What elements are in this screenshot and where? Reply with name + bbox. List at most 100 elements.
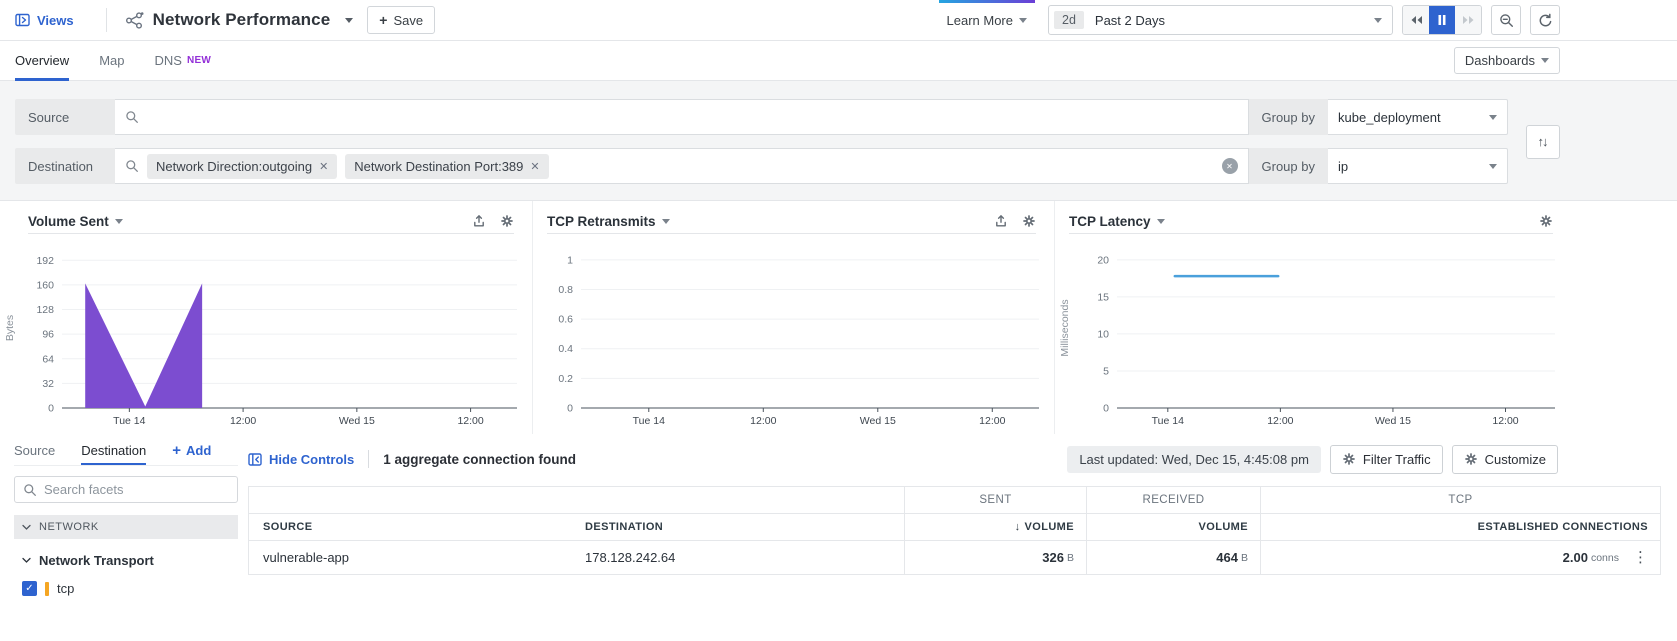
gear-icon[interactable] <box>1022 214 1036 228</box>
tab-map[interactable]: Map <box>99 41 124 80</box>
svg-text:192: 192 <box>36 255 54 267</box>
views-button[interactable]: Views <box>15 13 74 28</box>
filter-pill[interactable]: Network Direction:outgoing ✕ <box>147 153 338 179</box>
arrow-down-icon: ↓ <box>1542 134 1548 149</box>
page-title-menu[interactable]: Network Performance <box>125 10 354 30</box>
column-header-destination[interactable]: DESTINATION <box>585 521 664 533</box>
tab-source[interactable]: Source <box>14 436 55 465</box>
tab-overview[interactable]: Overview <box>15 41 70 81</box>
cell-destination[interactable]: 178.128.242.64 <box>585 550 676 565</box>
svg-text:12:00: 12:00 <box>1492 415 1518 427</box>
svg-text:Wed 15: Wed 15 <box>1375 415 1411 427</box>
facet-search-input[interactable] <box>44 482 229 497</box>
cell-received-volume: 464 B <box>1086 541 1260 574</box>
column-header-source[interactable]: SOURCE <box>263 521 313 533</box>
svg-text:96: 96 <box>42 329 54 341</box>
gear-icon[interactable] <box>500 214 514 228</box>
save-button[interactable]: + Save <box>367 6 436 34</box>
filter-traffic-button[interactable]: Filter Traffic <box>1329 444 1443 474</box>
zoom-out-button[interactable] <box>1491 5 1521 35</box>
facet-color-bar <box>45 581 49 596</box>
source-search-input[interactable] <box>147 109 323 125</box>
export-icon[interactable] <box>994 214 1008 228</box>
svg-text:0: 0 <box>48 403 54 415</box>
table-group-header-row: SENT RECEIVED TCP <box>249 487 1660 514</box>
tab-dns[interactable]: DNS NEW <box>154 41 211 80</box>
svg-text:Wed 15: Wed 15 <box>339 415 375 427</box>
export-icon[interactable] <box>472 214 486 228</box>
fast-forward-button[interactable] <box>1455 6 1481 34</box>
refresh-button[interactable] <box>1530 5 1560 35</box>
network-graph-icon <box>125 11 144 29</box>
last-updated-badge: Last updated: Wed, Dec 15, 4:45:08 pm <box>1067 445 1321 473</box>
destination-group-by-select[interactable]: ip <box>1328 148 1508 184</box>
svg-text:0.2: 0.2 <box>558 373 573 385</box>
chart-title[interactable]: TCP Retransmits <box>547 213 656 229</box>
svg-text:12:00: 12:00 <box>1267 415 1293 427</box>
hide-controls-button[interactable]: Hide Controls <box>248 452 354 467</box>
arrow-up-icon: ↑ <box>1537 134 1544 149</box>
svg-text:0.6: 0.6 <box>558 314 573 326</box>
gear-icon[interactable] <box>1539 214 1553 228</box>
sort-descending-icon: ↓ <box>1014 521 1021 533</box>
facet-value-label: tcp <box>57 581 75 596</box>
svg-text:5: 5 <box>1103 365 1109 377</box>
svg-text:64: 64 <box>42 353 54 365</box>
time-range-picker[interactable]: 2d Past 2 Days <box>1048 5 1393 35</box>
source-group-by-value: kube_deployment <box>1338 109 1441 125</box>
source-group-by-select[interactable]: kube_deployment <box>1328 99 1508 135</box>
save-label: Save <box>393 12 424 28</box>
close-icon[interactable]: ✕ <box>530 160 540 173</box>
chevron-down-icon[interactable] <box>1156 218 1165 224</box>
facet-network-transport[interactable]: Network Transport <box>22 553 238 568</box>
gear-icon <box>1464 453 1477 465</box>
clear-filters-icon[interactable]: ✕ <box>1221 158 1238 174</box>
tab-destination[interactable]: Destination <box>81 436 147 465</box>
swap-source-destination-button[interactable]: ↑ ↓ <box>1526 124 1560 159</box>
chevron-down-icon[interactable] <box>114 218 123 224</box>
volume-sent-chart[interactable]: 0 32 64 96 128 160 192 Tue 14 12:00 Wed 15 12:00 By… <box>0 234 533 434</box>
column-header-established-connections[interactable]: ESTABLISHED CONNECTIONS <box>1260 514 1660 540</box>
tcp-latency-panel: TCP Latency 0 5 10 15 20 Tue 14 12:00 Wed 15 12:… <box>1055 201 1571 434</box>
source-search-box[interactable] <box>115 99 1249 135</box>
svg-text:0: 0 <box>567 403 573 415</box>
chevron-down-icon[interactable] <box>661 218 670 224</box>
facet-search-box[interactable] <box>14 476 238 503</box>
connection-tabs: Source Destination + Add <box>14 436 238 466</box>
svg-text:12:00: 12:00 <box>230 415 256 427</box>
column-header-sent-volume[interactable]: ↓ VOLUME <box>904 514 1086 540</box>
cell-source[interactable]: vulnerable-app <box>263 550 350 565</box>
tcp-retransmits-chart[interactable]: 0 0.2 0.4 0.6 0.8 1 Tue 14 12:00 Wed 15 12:00 <box>533 234 1055 434</box>
chevron-down-icon <box>1489 163 1497 169</box>
chart-title[interactable]: Volume Sent <box>28 213 109 229</box>
customize-button[interactable]: Customize <box>1451 444 1558 474</box>
connections-section: Source Destination + Add NETWORK <box>0 434 1677 640</box>
close-icon[interactable]: ✕ <box>319 160 329 173</box>
svg-text:1: 1 <box>567 254 573 266</box>
tab-label: Map <box>99 53 125 68</box>
results-summary: 1 aggregate connection found <box>383 451 576 467</box>
row-actions-menu-icon[interactable]: ⋮ <box>1633 549 1648 566</box>
tcp-latency-chart[interactable]: 0 5 10 15 20 Tue 14 12:00 Wed 15 12:00 Millisecon… <box>1055 234 1571 434</box>
table-row[interactable]: vulnerable-app 178.128.242.64 326 B 464 … <box>249 541 1660 574</box>
filter-pill[interactable]: Network Destination Port:389 ✕ <box>345 153 549 179</box>
charts-section: Volume Sent 0 32 64 96 128 160 192 Tue 14 12:00 W… <box>0 200 1677 434</box>
svg-text:Tue 14: Tue 14 <box>633 415 665 427</box>
column-header-received-volume[interactable]: VOLUME <box>1086 514 1260 540</box>
learn-more-menu[interactable]: Learn More <box>938 0 1036 40</box>
add-group-button[interactable]: + Add <box>172 442 211 459</box>
group-header-sent: SENT <box>904 487 1086 513</box>
facet-group-network[interactable]: NETWORK <box>14 515 238 539</box>
tcp-retransmits-panel: TCP Retransmits 0 0.2 0.4 0.6 0.8 1 Tue 14 12:0… <box>533 201 1055 434</box>
chart-title[interactable]: TCP Latency <box>1069 213 1151 229</box>
chevron-down-icon <box>1541 58 1549 63</box>
dashboards-button[interactable]: Dashboards <box>1453 47 1560 74</box>
rewind-button[interactable] <box>1403 6 1429 34</box>
tcp-checkbox[interactable]: ✓ <box>22 581 37 596</box>
fast-forward-icon <box>1462 16 1473 24</box>
top-bar: Views Network Performance + Save <box>0 0 1677 41</box>
pause-button[interactable] <box>1429 6 1455 34</box>
pause-icon <box>1438 15 1446 25</box>
destination-search-box[interactable]: Network Direction:outgoing ✕ Network Des… <box>115 148 1249 184</box>
